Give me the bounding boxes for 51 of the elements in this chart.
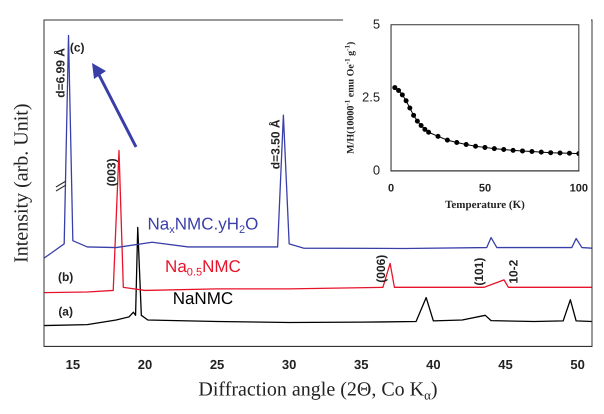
point [454,140,460,145]
point [558,150,563,156]
x-tick-label: 20 [138,356,152,372]
point [473,144,478,149]
y-axis-title: Intensity (arb. Unit) [10,103,32,263]
point [392,85,398,90]
point [566,150,572,156]
annotation: 10-2 [506,259,520,284]
x-tick-label: 30 [282,356,296,372]
series-label: NaNMC [172,288,234,308]
annotation: (c) [70,40,84,54]
x-tick-label: 35 [354,356,368,372]
point [510,148,516,153]
point [548,150,554,156]
annotation: (b) [58,270,74,284]
annotation: d=3.50 Å [268,119,283,170]
x-tick-label: 50 [570,356,585,372]
x-tick-label: 25 [210,356,224,372]
x-tick-label: 100 [570,182,588,194]
y-tick-label: 5 [372,16,380,32]
x-tick-label: 45 [498,356,513,372]
x-tick-label: 15 [66,356,80,372]
point [436,134,441,139]
point [418,123,424,128]
annotation: (003) [104,158,118,186]
point [444,138,450,143]
point [482,144,488,150]
x-tick-label: 50 [478,182,492,194]
annotation: (006) [374,254,388,283]
point [464,142,469,148]
x-tick-label: 0 [388,182,394,194]
point [404,98,409,104]
point [538,150,544,155]
point [414,118,420,124]
x-axis-title: Temperature (K) [445,198,526,211]
point [501,146,506,152]
point [529,149,534,154]
annotation: d=6.99 Å [54,48,68,98]
point [426,130,432,135]
point [400,92,405,98]
point [411,112,416,118]
annotation: (a) [58,304,73,318]
point [520,148,525,154]
point [407,106,412,111]
annotation: (101) [472,258,486,286]
y-tick-label: 2.5 [362,89,380,104]
point [492,146,497,152]
y-tick-label: 0 [372,162,380,178]
point [396,88,402,93]
point [422,126,428,132]
x-tick-label: 40 [426,356,441,372]
